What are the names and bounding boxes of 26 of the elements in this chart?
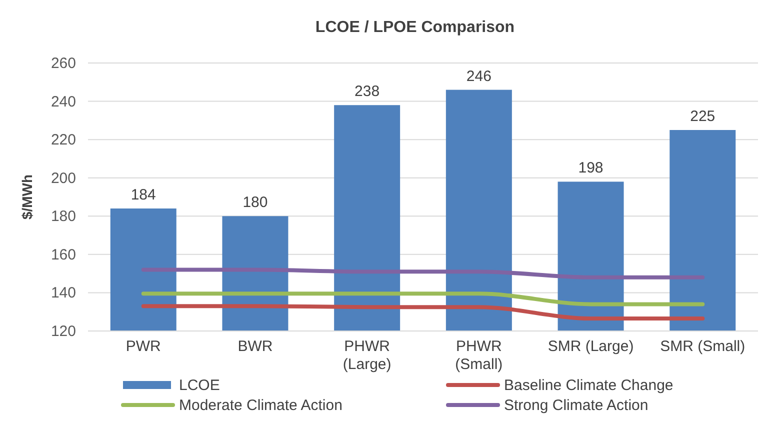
legend-label: Strong Climate Action [504,397,648,414]
data-label: 246 [466,68,492,85]
y-tick-label: 120 [50,323,76,340]
y-axis-title: $/MWh [19,174,35,220]
x-tick-label: PHWR (Large) [342,338,392,373]
x-tick-label: BWR [238,338,273,355]
y-tick-label: 220 [50,132,76,149]
x-tick-label: SMR (Small) [660,338,746,355]
y-tick-label: 200 [50,170,76,187]
data-label: 238 [354,83,380,100]
y-tick-label: 140 [50,284,76,302]
y-tick-label: 160 [50,246,76,264]
chart-title: LCOE / LPOE Comparison [315,19,515,36]
y-tick-label: 240 [50,93,76,110]
x-tick-label: PHWR (Small) [455,338,503,373]
legend-label: Baseline Climate Change [504,377,674,394]
y-tick-label: 260 [50,55,76,72]
x-tick-label: SMR (Large) [548,338,634,355]
data-label: 180 [242,194,268,212]
data-label: 225 [690,108,716,125]
x-tick-label: PWR [126,338,162,355]
data-label: 198 [578,160,604,177]
y-tick-label: 180 [50,208,76,226]
data-label: 184 [130,186,156,204]
legend-label: Moderate Climate Action [179,397,342,414]
legend-label: LCOE [179,377,220,394]
